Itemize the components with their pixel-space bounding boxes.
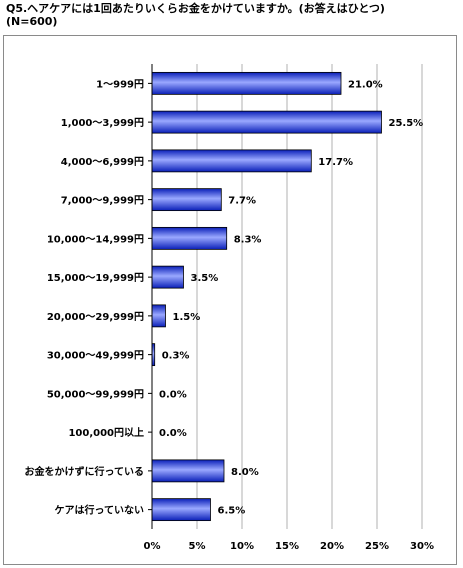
data-label: 25.5% — [389, 118, 424, 129]
x-tick-label: 5% — [189, 541, 206, 552]
bar-chart: 0% 5% 10% 15% 20% 25% 30% 1～999円 21.0% 1,000～3,99… — [25, 64, 434, 552]
x-tick-label: 30% — [410, 541, 434, 552]
data-label: 21.0% — [348, 79, 383, 90]
category-label: 7,000～9,999円 — [61, 195, 144, 207]
bar — [151, 498, 211, 522]
bar — [151, 149, 312, 173]
x-tick-label: 10% — [230, 541, 254, 552]
data-label: 8.3% — [234, 234, 262, 245]
bar — [151, 188, 222, 212]
category-label: 4,000～6,999円 — [61, 156, 144, 168]
category-label: お金をかけずに行っている — [25, 465, 145, 478]
bar — [151, 459, 225, 483]
chart-frame: 0% 5% 10% 15% 20% 25% 30% 1～999円 21.0% 1,000～3,99… — [3, 35, 457, 565]
data-label: 0.3% — [162, 351, 190, 362]
bar-layer — [151, 71, 382, 522]
category-label: 30,000～49,999円 — [47, 350, 144, 362]
x-tick-label: 20% — [320, 541, 344, 552]
x-tick-label: 25% — [365, 541, 389, 552]
category-label: 10,000～14,999円 — [47, 233, 144, 245]
grid-layer — [196, 64, 423, 529]
data-label: 1.5% — [173, 312, 201, 323]
data-label: 7.7% — [228, 196, 256, 207]
data-label: 8.0% — [231, 467, 259, 478]
title-line-1: Q5.ヘアケアには1回あたりいくらお金をかけていますか。(お答えはひとつ) — [6, 2, 385, 15]
data-label: 0.0% — [159, 428, 187, 439]
data-label: 0.0% — [159, 389, 187, 400]
data-label: 17.7% — [318, 157, 353, 168]
label-layer: 0% 5% 10% 15% 20% 25% 30% 1～999円 21.0% 1,000～3,99… — [25, 78, 434, 552]
bar — [151, 71, 342, 95]
category-label: 100,000円以上 — [68, 426, 144, 439]
category-label: 1,000～3,999円 — [61, 117, 144, 129]
data-label: 3.5% — [191, 273, 219, 284]
category-label: 15,000～19,999円 — [47, 272, 144, 284]
axis-layer — [148, 64, 153, 529]
data-label: 6.5% — [218, 506, 246, 517]
chart-title: Q5.ヘアケアには1回あたりいくらお金をかけていますか。(お答えはひとつ) (N… — [6, 2, 456, 28]
category-label: ケアは行っていない — [55, 504, 145, 517]
bar — [151, 226, 228, 250]
category-label: 20,000～29,999円 — [47, 311, 144, 323]
x-tick-label: 0% — [144, 541, 161, 552]
title-line-2: (N=600) — [6, 15, 58, 28]
category-label: 1～999円 — [96, 78, 144, 90]
bar — [151, 304, 166, 328]
bar — [151, 265, 184, 289]
category-label: 50,000～99,999円 — [47, 388, 144, 400]
bar — [151, 110, 382, 134]
x-tick-label: 15% — [275, 541, 299, 552]
